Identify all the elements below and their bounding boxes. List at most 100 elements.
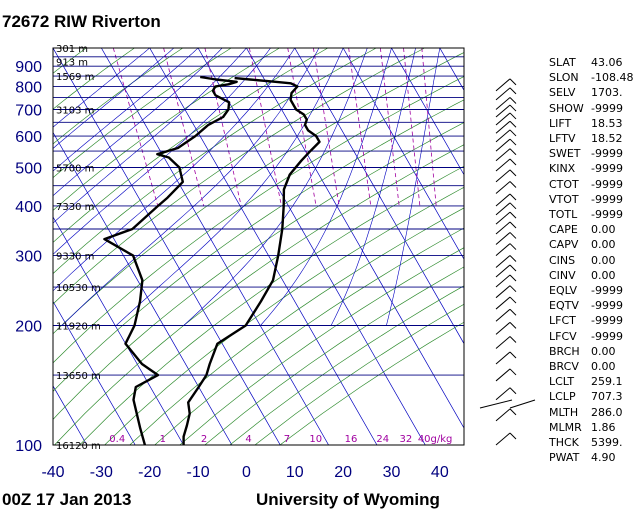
height-label: 3103 m [56,105,94,116]
index-key: CINS [549,253,576,267]
index-value: -9999 [591,329,623,343]
wind-barb [495,255,511,268]
index-value: -9999 [591,192,623,206]
wind-barb [495,232,511,245]
wind-barb [495,158,511,172]
index-row: KINX -9999 [549,161,633,176]
index-key: LFTV [549,132,576,146]
mixing-ratio-line [421,48,437,207]
mixing-ratio-line [313,48,340,207]
wind-barb-flag [509,97,517,104]
pressure-tick-label: 900 [15,59,42,76]
index-row: SLAT 43.06 [549,55,633,70]
index-value: 0.00 [591,268,616,282]
sounding-traces [103,75,321,445]
wind-barb [495,120,511,134]
pressure-tick-label: 300 [15,249,42,266]
wind-barb [495,408,511,422]
temperature-tick-label: 20 [334,464,352,481]
index-key: CAPE [549,223,578,237]
height-label: 7330 m [56,202,94,213]
index-value: 18.52 [591,132,623,146]
wind-barb [495,202,511,216]
index-key: LCLT [549,375,575,389]
wind-barb [495,129,511,143]
isotherm-line [101,48,329,445]
pressure-tick-label: 400 [15,199,42,216]
temperature-tick-label: 10 [286,464,304,481]
mixing-ratio-line [287,48,317,207]
isotherm-line [197,48,426,445]
index-key: SELV [549,86,576,100]
index-value: 286.0 [591,405,623,419]
mixing-ratio-labels: 0.4 1 2 4 7 10 16 24 32 40g/kg [109,434,452,445]
wind-barb-flag [509,202,517,210]
wind-barb-flag [509,138,517,146]
index-key: MLTH [549,405,579,419]
wind-barb [495,87,511,101]
wind-barb [479,399,513,409]
index-key: EQTV [549,299,579,313]
isotherm-line [391,48,464,176]
index-value: 4.90 [591,451,616,465]
wind-barb-flag [509,129,517,137]
wind-barb [495,321,511,335]
index-row: SELV 1703. [549,85,633,100]
index-value: 0.00 [591,360,616,374]
wind-barb-flag [509,104,517,112]
wind-barb [495,211,511,225]
index-key: LFCV [549,329,577,343]
temperature-tick-label: 30 [383,464,401,481]
index-row: TOTL -9999 [549,207,633,222]
index-row: VTOT -9999 [549,192,633,207]
index-row: CAPE 0.00 [549,222,633,237]
wind-barb-flag [509,112,517,120]
index-row: LCLP 707.3 [549,389,633,404]
index-value: 18.53 [591,116,623,130]
index-row: LIFT 18.53 [549,116,633,131]
pressure-tick-label: 500 [15,161,42,178]
index-value: 5399. [591,436,623,450]
wind-barb [509,399,536,409]
mixing-ratio-line [112,48,159,207]
index-row: LFCT -9999 [549,313,633,328]
index-row: PWAT 4.90 [549,450,633,465]
isotherm-line [53,48,281,445]
index-key: MLMR [549,420,582,434]
moist-adiabat [183,48,368,326]
mixing-ratio-line [248,48,282,207]
height-label: 16120 m [56,441,101,452]
index-row: CINV 0.00 [549,268,633,283]
moist-adiabat [386,48,441,326]
temperature-axis: -40 -30 -20 -10 0 10 20 30 40 [41,464,448,481]
wind-barb-flag [509,193,517,201]
wind-barb-flag [509,158,517,166]
wind-barb-flag [509,211,517,219]
wind-barb-flag [509,221,517,229]
mixing-ratio-label: 7 [284,434,290,445]
height-label: 301 m [56,44,88,55]
pressure-tick-label: 200 [15,318,42,335]
index-key: SHOW [549,101,584,115]
index-row: CINS 0.00 [549,253,633,268]
index-value: -9999 [591,177,623,191]
wind-barb-flag [509,181,517,188]
wind-barb [495,112,511,126]
index-value: -9999 [591,101,623,115]
index-key: CAPV [549,238,579,252]
wind-barb [495,351,511,365]
index-value: 1.86 [591,420,616,434]
index-row: LFCV -9999 [549,329,633,344]
mixing-ratio-label: 4 [245,434,251,445]
timestamp: 00Z 17 Jan 2013 [2,490,132,509]
wind-barb [495,336,511,349]
wind-barb [495,432,511,446]
index-key: VTOT [549,192,579,206]
grid-layer [53,48,464,445]
index-value: 0.00 [591,223,616,237]
wind-barb-flag [509,169,517,177]
index-key: TOTL [549,208,578,222]
wind-barb [495,138,511,152]
wind-barb-flag [509,274,517,282]
index-row: MLTH 286.0 [549,405,633,420]
